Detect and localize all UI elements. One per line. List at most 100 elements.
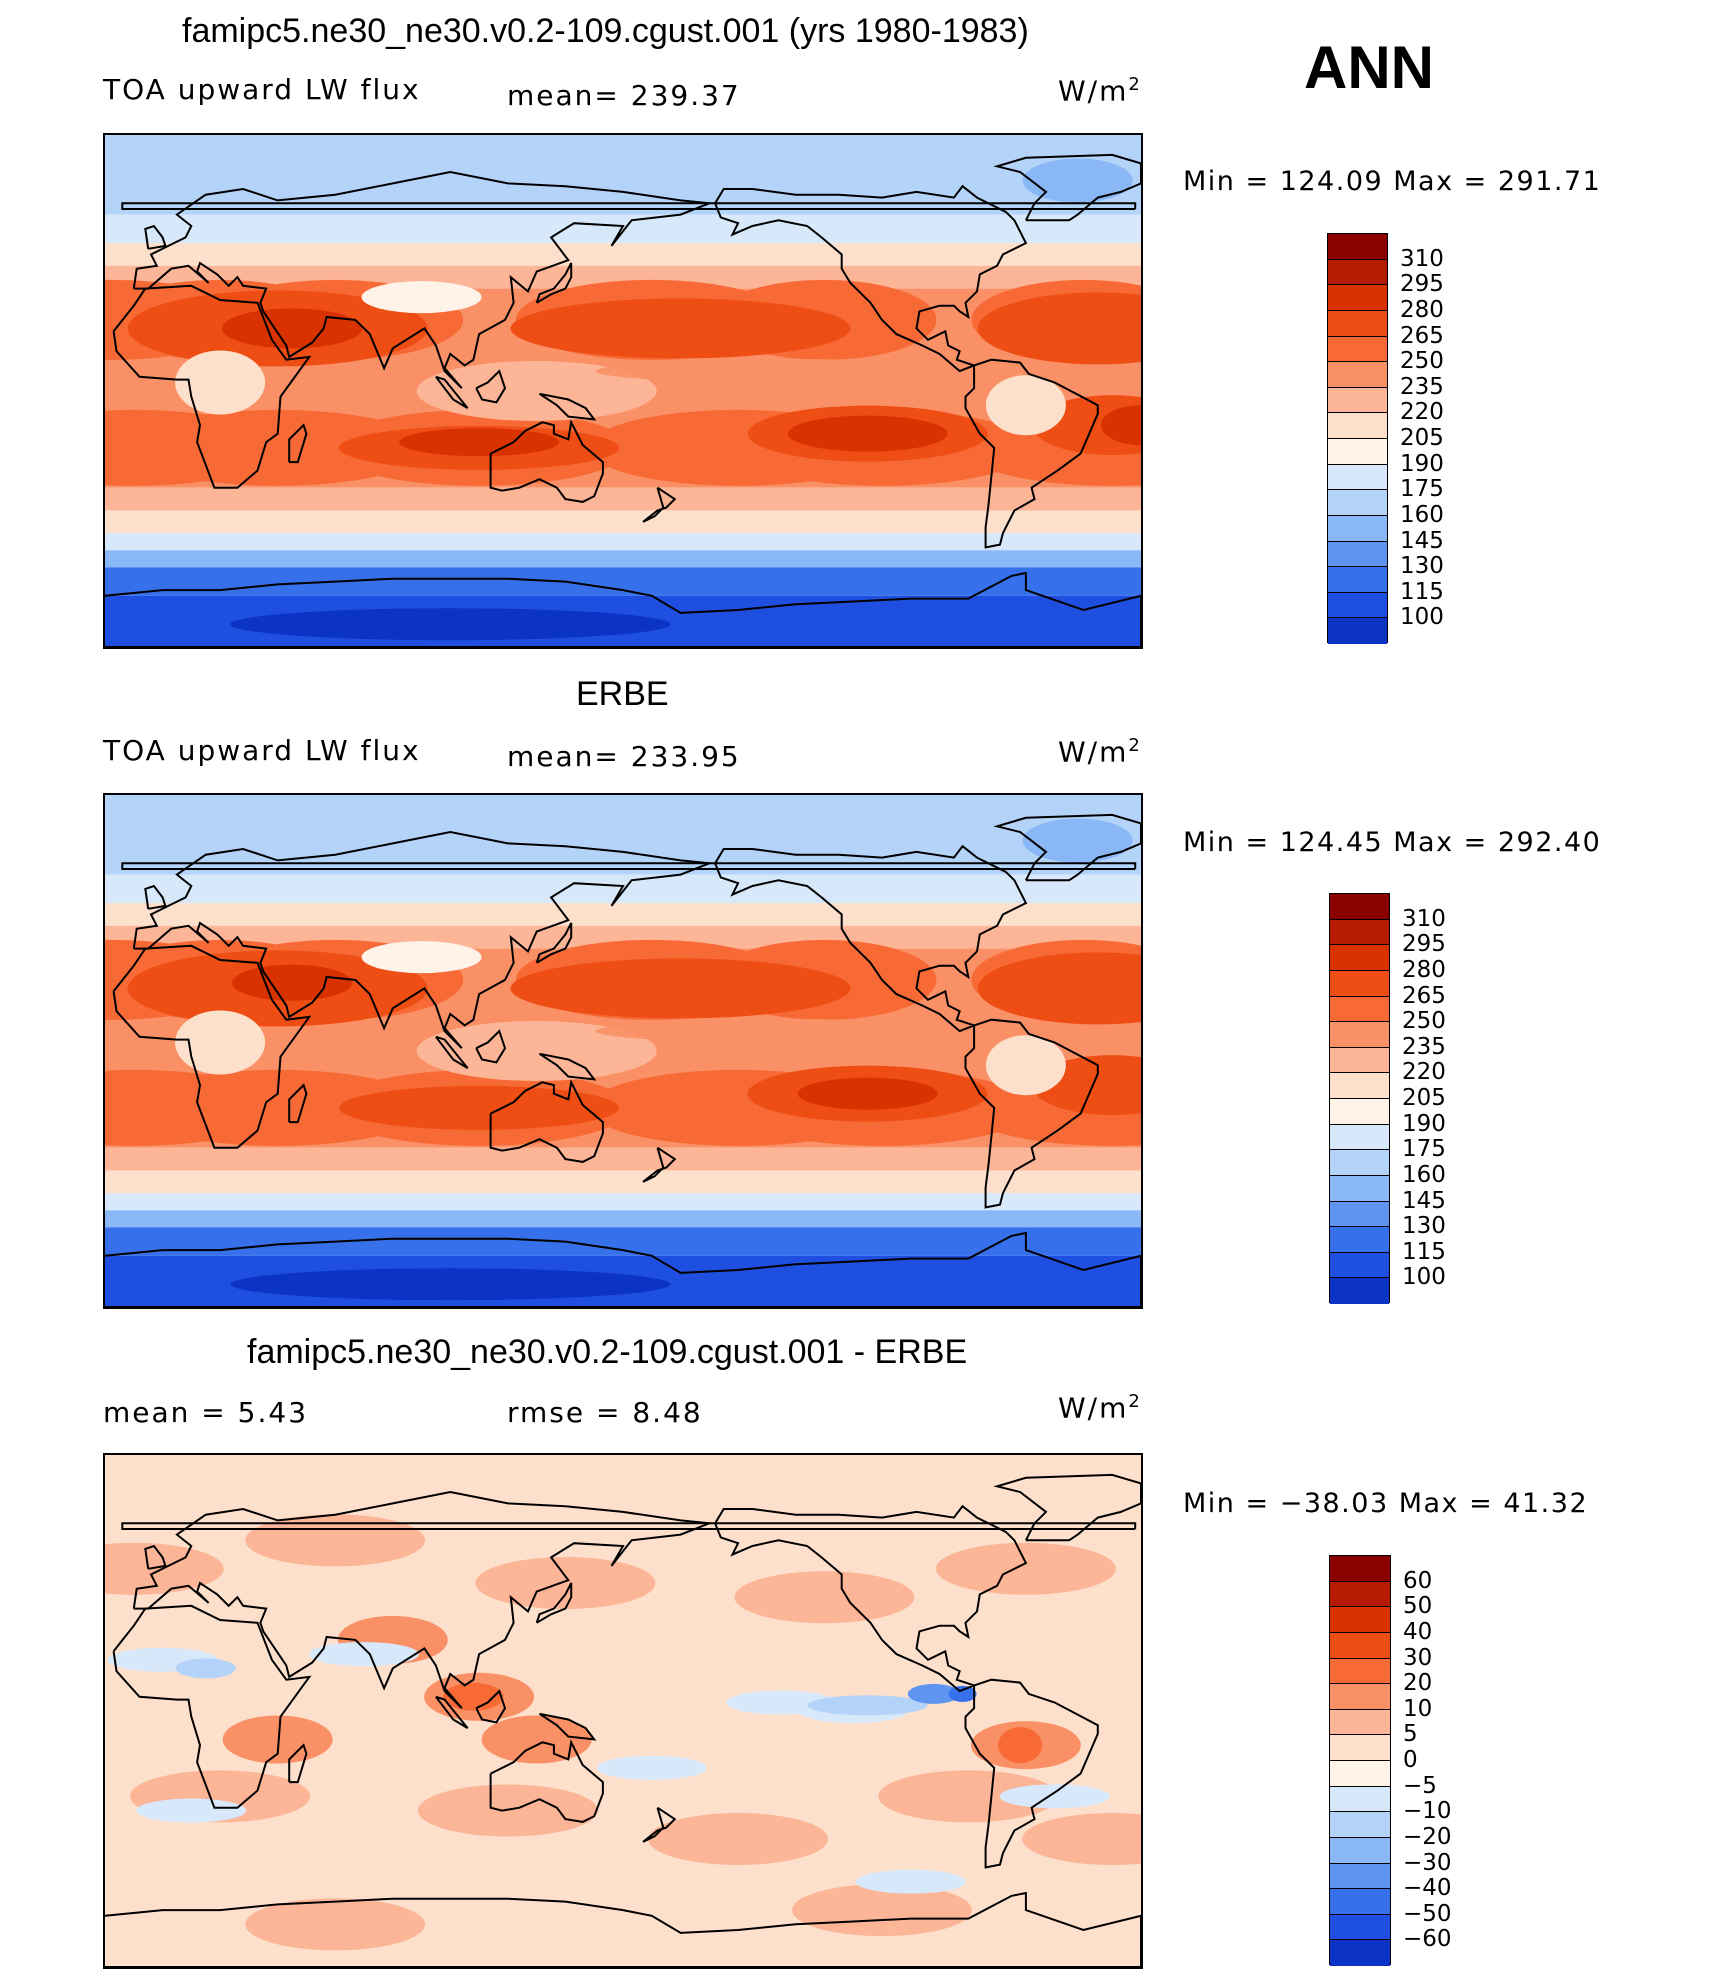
colorbar-segment: [1330, 1632, 1390, 1659]
colorbar-segment: [1330, 996, 1389, 1023]
model-flux-map-svg: [105, 135, 1141, 647]
colorbar-segment: [1328, 592, 1387, 619]
colorbar-tick-label: 30: [1403, 1644, 1433, 1671]
colorbar-tick-label: 145: [1400, 527, 1444, 554]
colorbar-segment: [1330, 1837, 1390, 1864]
panel3-minmax-label: Min = −38.03 Max = 41.32: [1183, 1488, 1589, 1519]
colorbar-segment: [1330, 1175, 1389, 1202]
colorbar-tick-label: 265: [1400, 322, 1444, 349]
model-colorbar: [1327, 233, 1388, 644]
panel1-units-label: W/m2: [1058, 74, 1142, 108]
colorbar-tick-label: 160: [1402, 1161, 1446, 1188]
colorbar-segment: [1330, 1022, 1389, 1048]
panel3-units-label: W/m2: [1058, 1391, 1142, 1425]
colorbar-segment: [1330, 1201, 1389, 1228]
colorbar-tick-label: 0: [1403, 1747, 1418, 1773]
colorbar-tick-label: 205: [1402, 1085, 1446, 1111]
colorbar-tick-label: 295: [1400, 271, 1444, 298]
panel2-mean-label: mean= 233.95: [507, 740, 741, 773]
colorbar-segment: [1328, 387, 1387, 414]
colorbar-tick-label: 145: [1402, 1187, 1446, 1214]
colorbar-segment: [1330, 894, 1389, 920]
colorbar-segment: [1328, 464, 1387, 491]
panel1-minmax-label: Min = 124.09 Max = 291.71: [1183, 166, 1602, 197]
colorbar-segment: [1328, 413, 1387, 439]
panel3-mean-label: mean = 5.43: [103, 1396, 309, 1429]
colorbar-segment: [1330, 1124, 1389, 1151]
colorbar-tick-label: 130: [1400, 553, 1444, 580]
colorbar-segment: [1330, 1227, 1389, 1253]
colorbar-segment: [1328, 515, 1387, 542]
colorbar-segment: [1330, 1812, 1390, 1838]
colorbar-segment: [1330, 1581, 1390, 1608]
colorbar-tick-label: 175: [1402, 1136, 1446, 1163]
colorbar-tick-label: 295: [1402, 931, 1446, 958]
colorbar-segment: [1330, 1863, 1390, 1890]
colorbar-segment: [1330, 1073, 1389, 1099]
colorbar-segment: [1328, 439, 1387, 465]
colorbar-segment: [1330, 1709, 1390, 1736]
colorbar-segment: [1328, 618, 1387, 644]
panel3-title: famipc5.ne30_ne30.v0.2-109.cgust.001 - E…: [247, 1333, 968, 1371]
colorbar-segment: [1328, 234, 1387, 260]
colorbar-tick-label: 280: [1402, 956, 1446, 983]
erbe-flux-map-svg: [105, 795, 1141, 1307]
colorbar-segment: [1330, 1150, 1389, 1176]
colorbar-tick-label: 160: [1400, 501, 1444, 528]
colorbar-segment: [1328, 285, 1387, 311]
colorbar-tick-label: 20: [1403, 1670, 1433, 1697]
colorbar-tick-label: 115: [1400, 578, 1444, 605]
colorbar-segment: [1330, 1786, 1390, 1813]
colorbar-tick-label: 310: [1402, 905, 1446, 932]
season-label: ANN: [1304, 34, 1434, 101]
colorbar-tick-label: −50: [1403, 1900, 1452, 1927]
colorbar-tick-label: −40: [1403, 1875, 1452, 1902]
colorbar-segment: [1328, 259, 1387, 286]
colorbar-tick-label: 10: [1403, 1695, 1433, 1722]
difference-map: [103, 1453, 1143, 1969]
difference-map-svg: [105, 1455, 1141, 1967]
colorbar-tick-label: 50: [1403, 1593, 1433, 1620]
colorbar-segment: [1330, 1252, 1389, 1279]
erbe-colorbar: [1329, 893, 1390, 1304]
colorbar-segment: [1330, 970, 1389, 997]
model-flux-map: [103, 133, 1143, 649]
colorbar-tick-label: 205: [1400, 425, 1444, 451]
colorbar-segment: [1330, 919, 1389, 946]
colorbar-segment: [1328, 336, 1387, 363]
colorbar-tick-label: 175: [1400, 476, 1444, 503]
colorbar-tick-label: 40: [1403, 1618, 1433, 1645]
colorbar-segment: [1328, 362, 1387, 388]
colorbar-segment: [1330, 1889, 1390, 1915]
colorbar-segment: [1330, 1278, 1389, 1304]
colorbar-tick-label: 265: [1402, 982, 1446, 1009]
colorbar-tick-label: 130: [1402, 1213, 1446, 1240]
erbe-flux-map: [103, 793, 1143, 1309]
colorbar-tick-label: −10: [1403, 1798, 1452, 1825]
colorbar-segment: [1330, 1940, 1390, 1966]
colorbar-tick-label: 190: [1400, 450, 1444, 477]
colorbar-tick-label: 190: [1402, 1110, 1446, 1137]
panel2-variable-label: TOA upward LW flux: [103, 734, 421, 767]
colorbar-segment: [1328, 490, 1387, 516]
colorbar-segment: [1330, 1047, 1389, 1074]
colorbar-segment: [1330, 1735, 1390, 1761]
colorbar-tick-label: −30: [1403, 1849, 1452, 1876]
colorbar-tick-label: 280: [1400, 296, 1444, 323]
colorbar-tick-label: 250: [1402, 1008, 1446, 1035]
colorbar-tick-label: 235: [1400, 373, 1444, 400]
colorbar-tick-label: 235: [1402, 1033, 1446, 1060]
colorbar-tick-label: 100: [1402, 1264, 1446, 1291]
panel2-units-label: W/m2: [1058, 735, 1142, 769]
colorbar-segment: [1330, 945, 1389, 971]
colorbar-tick-label: 220: [1400, 399, 1444, 426]
panel1-variable-label: TOA upward LW flux: [103, 73, 421, 106]
panel2-title: ERBE: [576, 675, 669, 713]
colorbar-tick-label: −60: [1403, 1926, 1452, 1953]
colorbar-tick-label: 60: [1403, 1567, 1433, 1594]
difference-colorbar: [1329, 1555, 1391, 1966]
panel1-mean-label: mean= 239.37: [507, 79, 741, 112]
colorbar-segment: [1330, 1914, 1390, 1941]
colorbar-tick-label: 100: [1400, 604, 1444, 631]
colorbar-segment: [1328, 310, 1387, 337]
